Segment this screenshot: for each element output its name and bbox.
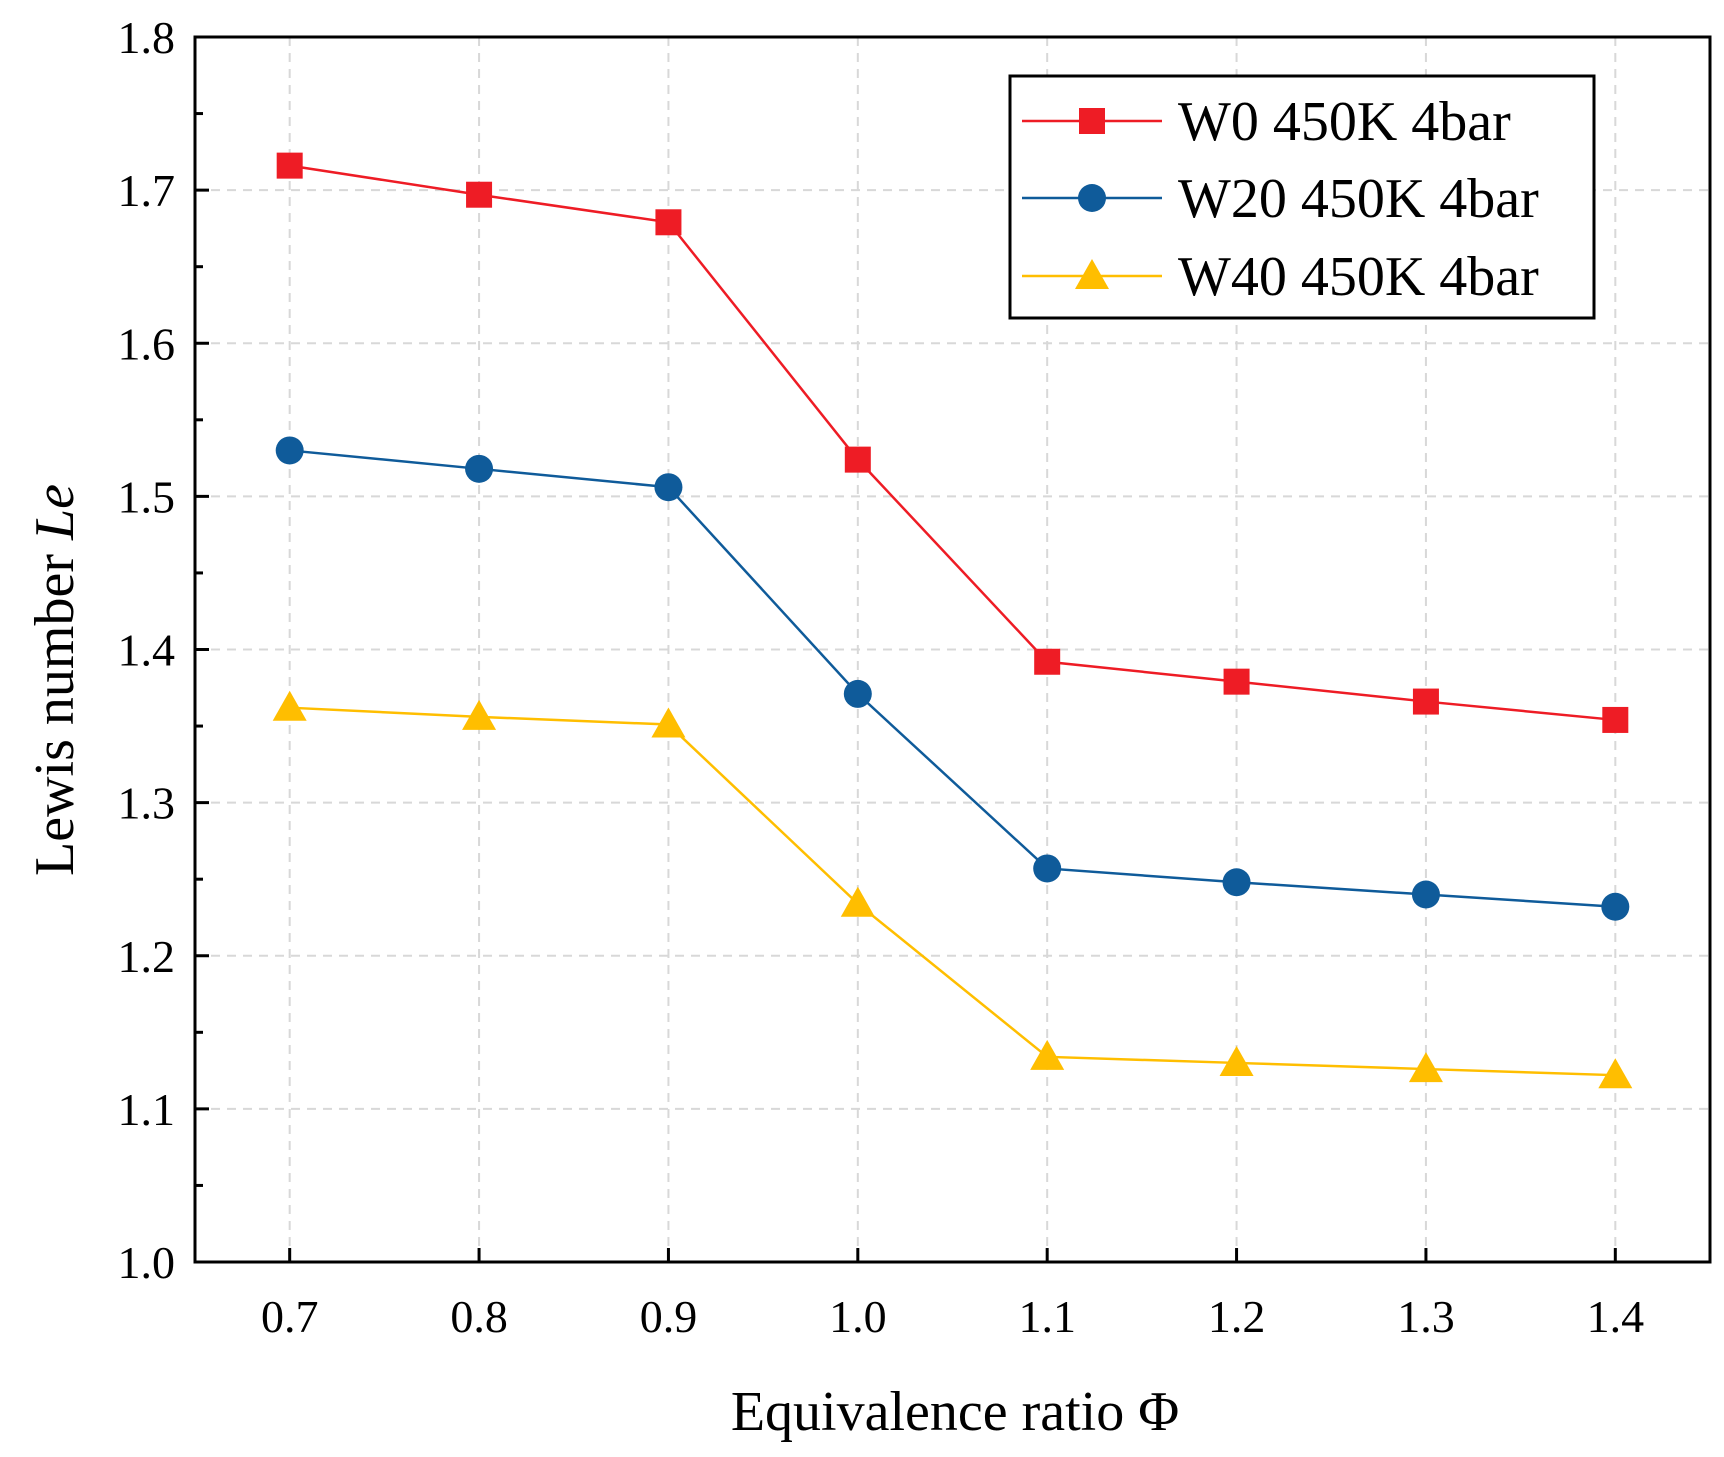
data-point-square bbox=[276, 152, 303, 179]
data-point-triangle bbox=[651, 707, 686, 738]
x-tick-label: 0.7 bbox=[261, 1291, 319, 1342]
legend-marker-circle bbox=[1078, 184, 1106, 212]
legend-label: W20 450K 4bar bbox=[1178, 168, 1539, 230]
data-point-triangle bbox=[1598, 1058, 1633, 1089]
legend-label: W40 450K 4bar bbox=[1178, 246, 1539, 308]
series-line bbox=[289, 706, 1616, 1077]
data-point-triangle bbox=[1408, 1052, 1443, 1083]
data-point-square bbox=[466, 181, 493, 208]
data-point-circle bbox=[843, 679, 872, 708]
data-point-triangle bbox=[1219, 1045, 1254, 1076]
data-point-square bbox=[1034, 648, 1061, 675]
x-tick-label: 1.4 bbox=[1587, 1291, 1645, 1342]
data-point-circle bbox=[465, 454, 494, 483]
y-tick-label: 1.6 bbox=[118, 318, 176, 369]
legend-entry-2: W20 450K 4bar bbox=[1022, 168, 1539, 230]
y-axis-title-symbol: Le bbox=[24, 484, 86, 541]
tick-labels: 0.7 0.8 0.9 1.0 1.1 1.2 1.3 1.4 1.0 1.1 1.2 1.3 1.4 1… bbox=[118, 12, 1645, 1342]
x-axis-title: Equivalence ratio Φ bbox=[731, 1381, 1179, 1443]
series-2 bbox=[275, 436, 1630, 921]
legend-entry-3: W40 450K 4bar bbox=[1022, 246, 1539, 308]
series-line bbox=[289, 164, 1616, 722]
data-point-circle bbox=[1601, 892, 1630, 921]
y-tick-label: 1.0 bbox=[118, 1237, 176, 1288]
ticks bbox=[195, 35, 1617, 1264]
x-tick-label: 1.3 bbox=[1397, 1291, 1455, 1342]
x-tick-label: 0.9 bbox=[640, 1291, 698, 1342]
series-layer bbox=[272, 152, 1633, 1089]
x-tick-label: 0.8 bbox=[450, 1291, 508, 1342]
x-tick-label: 1.2 bbox=[1208, 1291, 1266, 1342]
y-axis-title: Lewis number Le bbox=[24, 484, 86, 876]
y-tick-label: 1.8 bbox=[118, 12, 176, 63]
data-point-circle bbox=[275, 436, 304, 465]
x-tick-label: 1.0 bbox=[829, 1291, 887, 1342]
series-1 bbox=[276, 152, 1629, 733]
data-point-triangle bbox=[1030, 1039, 1065, 1070]
grid bbox=[195, 37, 1710, 1262]
legend-entry-1: W0 450K 4bar bbox=[1022, 91, 1511, 153]
y-tick-label: 1.5 bbox=[118, 471, 176, 522]
legend-marker-square bbox=[1079, 108, 1105, 134]
y-tick-label: 1.1 bbox=[118, 1084, 176, 1135]
legend-marker-triangle bbox=[1075, 259, 1109, 289]
data-point-circle bbox=[654, 473, 683, 502]
data-point-square bbox=[844, 446, 871, 473]
data-point-square bbox=[1412, 688, 1439, 715]
data-point-circle bbox=[1033, 854, 1062, 883]
legend-label: W0 450K 4bar bbox=[1178, 91, 1511, 153]
data-point-square bbox=[1602, 706, 1629, 733]
y-axis-title-text: Lewis number bbox=[24, 540, 86, 876]
data-point-circle bbox=[1411, 880, 1440, 909]
y-tick-label: 1.3 bbox=[118, 778, 176, 829]
legend: W0 450K 4bar W20 450K 4bar W40 450K 4bar bbox=[1008, 74, 1596, 320]
data-point-square bbox=[1223, 668, 1250, 695]
y-tick-label: 1.4 bbox=[118, 625, 176, 676]
x-tick-label: 1.1 bbox=[1018, 1291, 1076, 1342]
data-point-circle bbox=[1222, 868, 1251, 897]
series-line bbox=[289, 449, 1616, 908]
data-point-triangle bbox=[462, 699, 497, 730]
data-point-square bbox=[655, 209, 682, 236]
y-tick-label: 1.7 bbox=[118, 165, 176, 216]
data-point-triangle bbox=[272, 690, 307, 721]
data-point-triangle bbox=[840, 886, 875, 917]
series-3 bbox=[272, 690, 1633, 1089]
y-tick-label: 1.2 bbox=[118, 931, 176, 982]
